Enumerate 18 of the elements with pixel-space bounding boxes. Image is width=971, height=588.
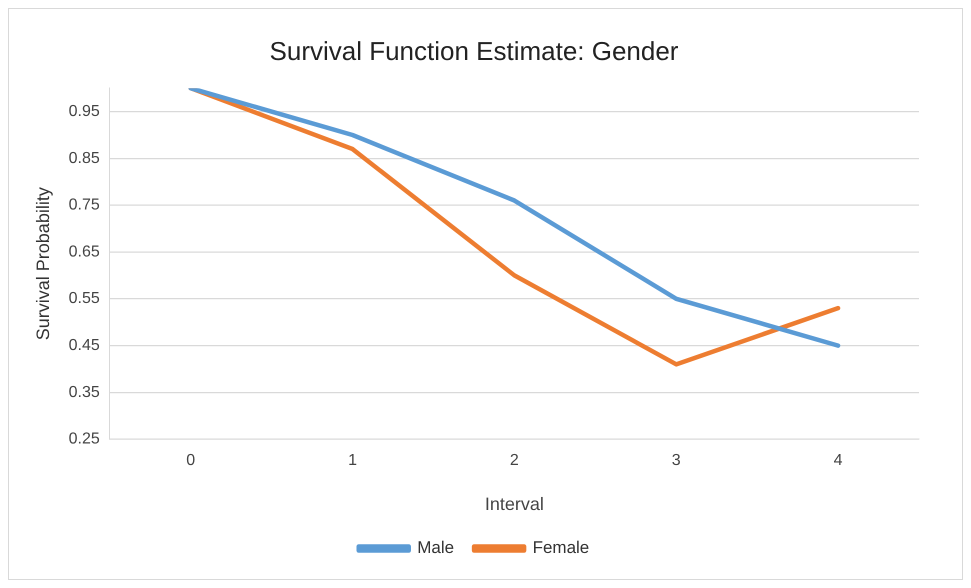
x-tick-label: 1 — [348, 452, 358, 470]
y-tick-label: 0.35 — [68, 384, 100, 401]
x-tick-label: 3 — [672, 452, 681, 470]
y-tick-label: 0.45 — [68, 337, 100, 354]
y-tick-label: 0.95 — [68, 103, 100, 120]
chart-title: Survival Function Estimate: Gender — [270, 36, 679, 66]
x-axis-title: Interval — [484, 494, 544, 514]
legend-label: Female — [532, 538, 590, 558]
x-tick-label: 4 — [834, 452, 843, 470]
y-tick-label: 0.25 — [68, 430, 100, 448]
x-tick-label: 2 — [510, 452, 519, 470]
legend-label: Male — [417, 538, 454, 558]
y-tick-label: 0.85 — [68, 150, 100, 167]
y-tick-label: 0.55 — [68, 290, 100, 308]
y-tick-label: 0.65 — [68, 243, 100, 260]
x-tick-label: 0 — [186, 452, 196, 470]
y-axis-title: Survival Probability — [32, 187, 53, 340]
y-tick-label: 0.75 — [68, 196, 100, 214]
